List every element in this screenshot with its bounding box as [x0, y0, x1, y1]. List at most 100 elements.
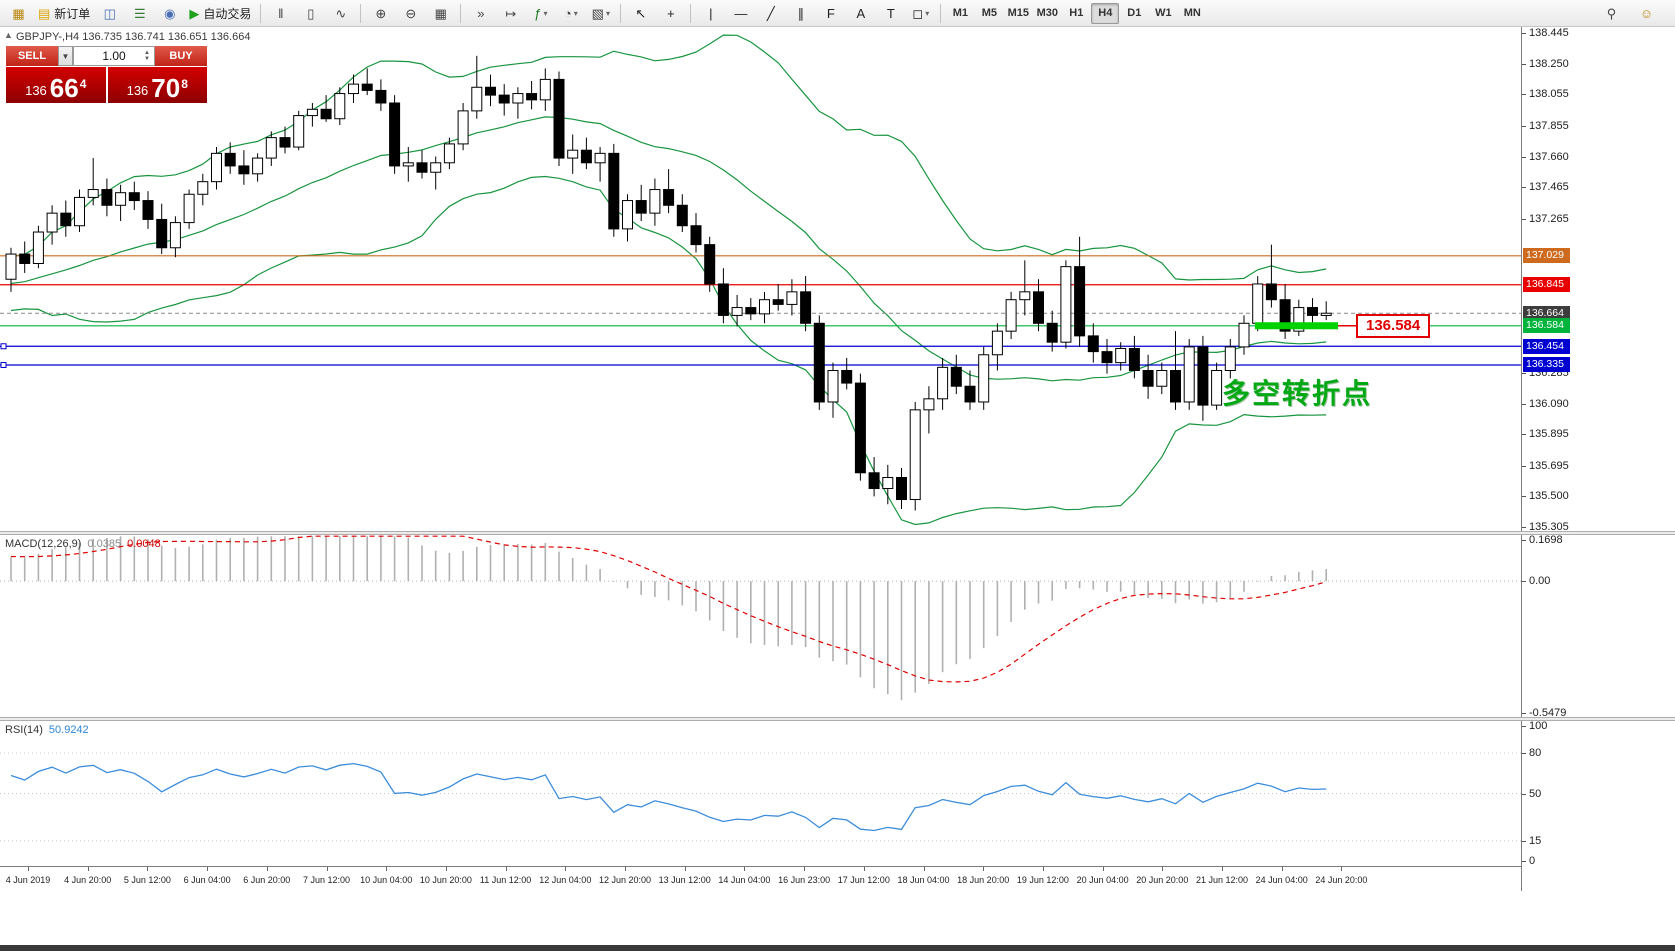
time-axis-label: 7 Jun 12:00 — [302, 875, 351, 885]
chart-collapse-icon[interactable]: ▲ — [4, 30, 13, 40]
symbols-icon[interactable]: ▦ — [12, 5, 25, 21]
sell-button[interactable]: SELL — [6, 46, 58, 66]
one-click-trading-panel: SELL ▼ 1.00 ▲ ▼ BUY 136 66 4 136 70 8 — [6, 46, 207, 103]
bar-chart-icon[interactable]: ‖ — [278, 5, 284, 21]
sell-price-button[interactable]: 136 66 4 — [6, 67, 106, 103]
fibonacci-icon[interactable]: F — [826, 5, 835, 21]
time-axis-tick — [744, 867, 746, 871]
buy-price-prefix: 136 — [126, 83, 149, 98]
sell-price-big: 66 — [49, 73, 79, 103]
zoom-in-icon[interactable]: ⊕ — [375, 5, 387, 21]
price-scale-label: 137.855 — [1529, 119, 1569, 132]
time-axis-tick — [326, 867, 328, 871]
scale-tick — [1522, 861, 1526, 862]
label-icon[interactable]: T — [886, 5, 895, 21]
time-axis-tick — [565, 867, 567, 871]
order-type-dropdown[interactable]: ▼ — [58, 46, 73, 66]
navigator-icon[interactable]: ◉ — [164, 5, 176, 21]
price-callout-label[interactable]: 136.584 — [1356, 313, 1431, 338]
candlestick-chart-icon[interactable]: ▯ — [307, 5, 315, 21]
auto-trading-icon[interactable]: ▶ 自动交易 — [189, 5, 252, 21]
price-scale[interactable]: 138.445 138.250 138.055 137.855 137.660 137.4… — [1521, 27, 1675, 891]
volume-value: 1.00 — [102, 49, 126, 63]
timeframe-d1-button[interactable]: D1 — [1127, 7, 1142, 19]
templates-icon[interactable]: ▧ ▾ — [591, 5, 610, 21]
price-tag-137.029: 137.029 — [1523, 248, 1570, 264]
volume-spinner[interactable]: ▲ ▼ — [144, 50, 150, 62]
timeframe-m30-button[interactable]: M30 — [1036, 7, 1059, 19]
market-watch-icon[interactable]: ☰ — [133, 5, 146, 21]
periods-icon[interactable]: ◔ ▾ — [563, 5, 578, 21]
buy-price-button[interactable]: 136 70 8 — [107, 67, 207, 103]
scale-tick — [1522, 218, 1526, 220]
time-axis-label: 12 Jun 04:00 — [539, 875, 592, 885]
time-axis-label: 6 Jun 04:00 — [183, 875, 231, 885]
channel-icon[interactable]: ∥ — [797, 5, 805, 21]
indicators-icon[interactable]: ƒ ▾ — [534, 5, 548, 21]
price-tag-136.335: 136.335 — [1523, 357, 1570, 373]
scale-tick — [1522, 434, 1526, 436]
scale-tick — [1522, 496, 1526, 498]
scale-tick — [1522, 581, 1526, 583]
crosshair-icon[interactable]: + — [667, 5, 675, 21]
rsi-indicator-chart[interactable] — [0, 721, 1521, 866]
new-order-icon[interactable]: ▤ 新订单 — [38, 5, 91, 21]
price-scale-label: 135.500 — [1529, 490, 1569, 503]
main-price-chart[interactable] — [0, 27, 1521, 531]
time-axis-label: 14 Jun 04:00 — [718, 875, 771, 885]
auto-scroll-icon[interactable]: » — [477, 5, 485, 21]
panel-splitter-rsi[interactable] — [0, 717, 1675, 721]
cursor-icon[interactable]: ↖ — [635, 5, 647, 21]
zoom-out-icon[interactable]: ⊖ — [405, 5, 417, 21]
rsi-scale-label: 15 — [1529, 834, 1542, 847]
chart-shift-icon[interactable]: ↦ — [505, 5, 517, 21]
trendline-icon[interactable]: ╱ — [766, 5, 775, 21]
tile-windows-icon[interactable]: ▦ — [434, 5, 447, 21]
toolbar: ▦ ▤ 新订单 ◫ ☰ ◉ ▶ 自动交易 ‖ ▯ ∿ ⊕ ⊖ ▦ » ↦ ƒ ▾ ◔ ▾ ▧ ▾ ↖ + | — ╱ ∥ F A T ◻ ▾ M1… — [0, 0, 1675, 27]
panel-splitter-macd[interactable] — [0, 531, 1675, 535]
charts-icon[interactable]: ◫ — [103, 5, 116, 21]
time-axis-label: 5 Jun 12:00 — [123, 875, 171, 885]
time-axis-label: 4 Jun 20:00 — [64, 875, 112, 885]
horizontal-line-icon[interactable]: — — [734, 5, 748, 21]
time-axis-label: 17 Jun 12:00 — [837, 875, 890, 885]
chart-annotation-text[interactable]: 多空转折点 — [1222, 378, 1373, 409]
scale-tick — [1522, 156, 1526, 158]
time-axis-label: 18 Jun 04:00 — [897, 875, 950, 885]
price-scale-label: 135.695 — [1529, 459, 1569, 472]
scale-tick — [1522, 372, 1526, 374]
time-axis-tick — [1102, 867, 1104, 871]
line-chart-icon[interactable]: ∿ — [335, 5, 347, 21]
search-icon[interactable]: ⚲ — [1606, 5, 1617, 21]
time-axis[interactable]: 4 Jun 2019 4 Jun 20:00 5 Jun 12:00 6 Jun 04… — [0, 866, 1675, 891]
help-smiley-icon[interactable]: ☺ — [1639, 5, 1654, 21]
timeframe-h1-button[interactable]: H1 — [1069, 7, 1084, 19]
macd-scale-label: 0.00 — [1529, 575, 1551, 588]
scale-tick — [1522, 713, 1526, 715]
scale-tick — [1522, 793, 1526, 795]
time-axis-tick — [28, 867, 29, 871]
time-axis-tick — [386, 867, 388, 871]
timeframe-m1-button[interactable]: M1 — [952, 7, 968, 19]
scale-tick — [1522, 527, 1526, 529]
shapes-icon[interactable]: ◻ ▾ — [912, 5, 930, 21]
time-axis-tick — [266, 867, 268, 871]
timeframe-m15-button[interactable]: M15 — [1007, 7, 1030, 19]
scale-tick — [1522, 32, 1526, 34]
scale-tick — [1522, 539, 1526, 541]
time-axis-label: 20 Jun 04:00 — [1076, 875, 1129, 885]
buy-button[interactable]: BUY — [155, 46, 207, 66]
rsi-label: RSI(14) — [5, 724, 43, 736]
timeframe-w1-button[interactable]: W1 — [1155, 7, 1172, 19]
rsi-scale-label: 80 — [1529, 747, 1542, 759]
text-icon[interactable]: A — [856, 5, 866, 21]
vertical-line-icon[interactable]: | — [709, 5, 713, 21]
macd-indicator-chart[interactable] — [0, 535, 1521, 717]
timeframe-m5-button[interactable]: M5 — [981, 7, 997, 19]
volume-input[interactable]: 1.00 ▲ ▼ — [73, 46, 155, 66]
scale-tick — [1522, 187, 1526, 189]
rsi-scale-label: 0 — [1529, 855, 1536, 867]
timeframe-mn-button[interactable]: MN — [1183, 7, 1201, 19]
price-scale-label: 135.305 — [1529, 521, 1569, 534]
timeframe-h4-button[interactable]: H4 — [1091, 2, 1120, 24]
